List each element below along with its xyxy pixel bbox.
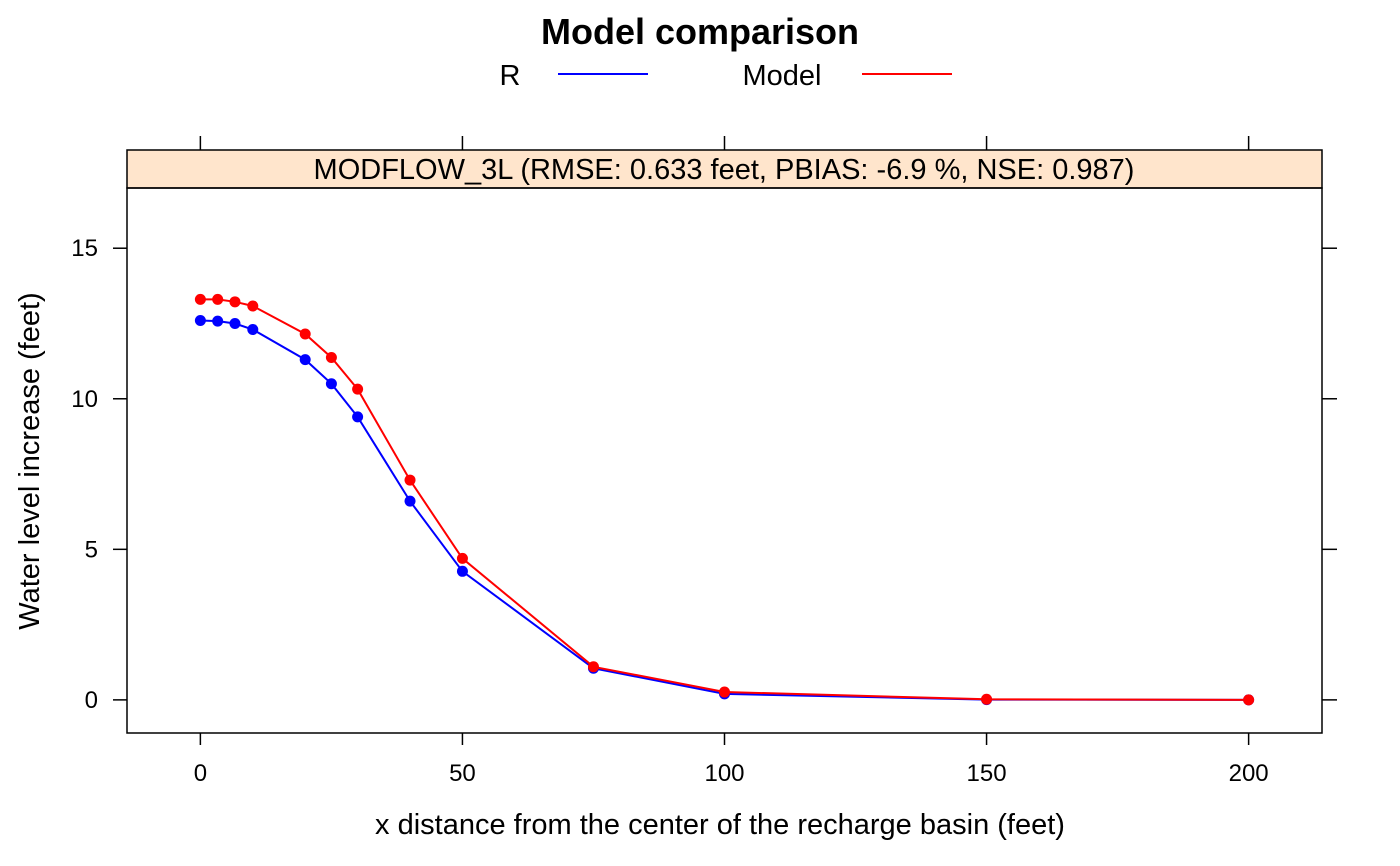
data-point-r bbox=[212, 315, 224, 327]
y-tick-label: 15 bbox=[71, 235, 98, 262]
y-axis: 0 5 10 15 bbox=[71, 235, 1337, 714]
plot-series bbox=[194, 293, 1255, 706]
data-point-model bbox=[1243, 694, 1255, 706]
data-point-model bbox=[212, 293, 224, 305]
x-tick-label: 100 bbox=[704, 760, 744, 787]
x-axis-label: x distance from the center of the rechar… bbox=[375, 809, 1065, 841]
x-axis: 0 50 100 150 200 bbox=[194, 136, 1269, 787]
data-point-model bbox=[352, 383, 364, 395]
x-tick-label: 150 bbox=[967, 760, 1007, 787]
data-point-model bbox=[587, 661, 599, 673]
data-point-r bbox=[247, 324, 259, 336]
x-tick-label: 0 bbox=[194, 760, 207, 787]
legend: R Model bbox=[500, 60, 952, 92]
data-point-r bbox=[325, 378, 337, 390]
chart-title: Model comparison bbox=[541, 11, 859, 52]
legend-label-model: Model bbox=[743, 60, 822, 92]
panel-title: MODFLOW_3L (RMSE: 0.633 feet, PBIAS: -6.… bbox=[314, 154, 1135, 186]
series-line-model bbox=[200, 298, 1249, 701]
data-point-model bbox=[299, 328, 311, 340]
series-line-r bbox=[200, 319, 1249, 701]
x-tick-label: 200 bbox=[1229, 760, 1269, 787]
data-point-model bbox=[404, 474, 416, 486]
plot-area bbox=[126, 187, 1323, 734]
data-point-r bbox=[229, 317, 241, 329]
data-point-model bbox=[229, 296, 241, 308]
data-point-r bbox=[194, 314, 206, 326]
legend-label-r: R bbox=[500, 60, 521, 92]
y-tick-label: 10 bbox=[71, 386, 98, 413]
data-point-model bbox=[247, 300, 259, 312]
data-point-model bbox=[325, 352, 337, 364]
data-point-model bbox=[194, 293, 206, 305]
data-point-r bbox=[456, 565, 468, 577]
y-tick-label: 5 bbox=[85, 536, 98, 563]
data-point-model bbox=[719, 686, 730, 698]
data-point-r bbox=[404, 495, 416, 507]
y-axis-label: Water level increase (feet) bbox=[14, 292, 46, 629]
data-point-r bbox=[352, 411, 364, 423]
x-tick-label: 50 bbox=[449, 760, 476, 787]
y-tick-label: 0 bbox=[85, 687, 98, 714]
data-point-model bbox=[456, 552, 468, 564]
data-point-model bbox=[981, 693, 993, 705]
panel-strip bbox=[126, 149, 1323, 189]
data-point-r bbox=[299, 354, 311, 366]
